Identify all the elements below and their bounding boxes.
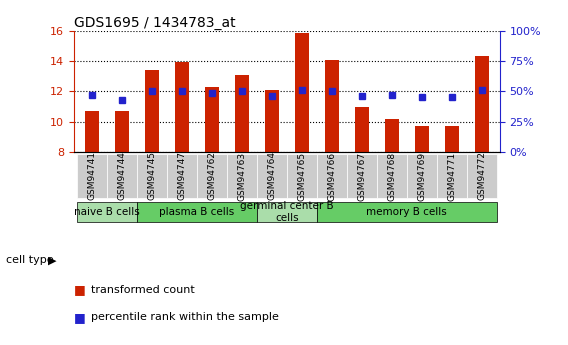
Bar [235,75,249,152]
Bar [205,87,219,152]
Bar [257,202,317,222]
Bar [227,154,257,198]
Bar [317,202,497,222]
Bar [467,154,497,198]
Bar [317,154,347,198]
Bar [265,90,278,152]
Text: GSM94769: GSM94769 [417,151,427,200]
Text: GSM94767: GSM94767 [357,151,366,200]
Bar [437,154,467,198]
Bar [355,107,369,152]
Text: GSM94745: GSM94745 [147,151,156,200]
Bar [415,126,429,152]
Text: ■: ■ [74,311,86,324]
Text: GSM94764: GSM94764 [268,151,277,200]
Bar [347,154,377,198]
Bar [377,154,407,198]
Bar [107,154,137,198]
Bar [325,60,339,152]
Text: memory B cells: memory B cells [366,207,447,217]
Text: GSM94771: GSM94771 [448,151,456,200]
Text: germinal center B
cells: germinal center B cells [240,201,333,223]
Bar [475,56,488,152]
Text: GSM94765: GSM94765 [297,151,306,200]
Bar [137,202,257,222]
Text: plasma B cells: plasma B cells [159,207,235,217]
Text: naive B cells: naive B cells [74,207,140,217]
Text: GSM94768: GSM94768 [387,151,396,200]
Bar [197,154,227,198]
Text: GSM94747: GSM94747 [177,151,186,200]
Bar [445,126,458,152]
Bar [115,111,128,152]
Text: GDS1695 / 1434783_at: GDS1695 / 1434783_at [74,16,236,30]
Bar [385,119,399,152]
Bar [77,154,107,198]
Text: ■: ■ [74,283,86,296]
Text: ▶: ▶ [48,256,57,265]
Bar [77,202,137,222]
Bar [137,154,167,198]
Bar [85,111,99,152]
Text: GSM94741: GSM94741 [87,151,97,200]
Bar [287,154,317,198]
Text: GSM94744: GSM94744 [118,151,126,200]
Bar [175,62,189,152]
Bar [257,154,287,198]
Text: transformed count: transformed count [91,285,195,295]
Text: percentile rank within the sample: percentile rank within the sample [91,313,279,322]
Bar [167,154,197,198]
Text: GSM94763: GSM94763 [237,151,247,200]
Text: GSM94766: GSM94766 [327,151,336,200]
Text: GSM94762: GSM94762 [207,151,216,200]
Bar [295,33,308,152]
Bar [407,154,437,198]
Bar [145,70,158,152]
Text: GSM94772: GSM94772 [477,151,486,200]
Text: cell type: cell type [6,256,53,265]
